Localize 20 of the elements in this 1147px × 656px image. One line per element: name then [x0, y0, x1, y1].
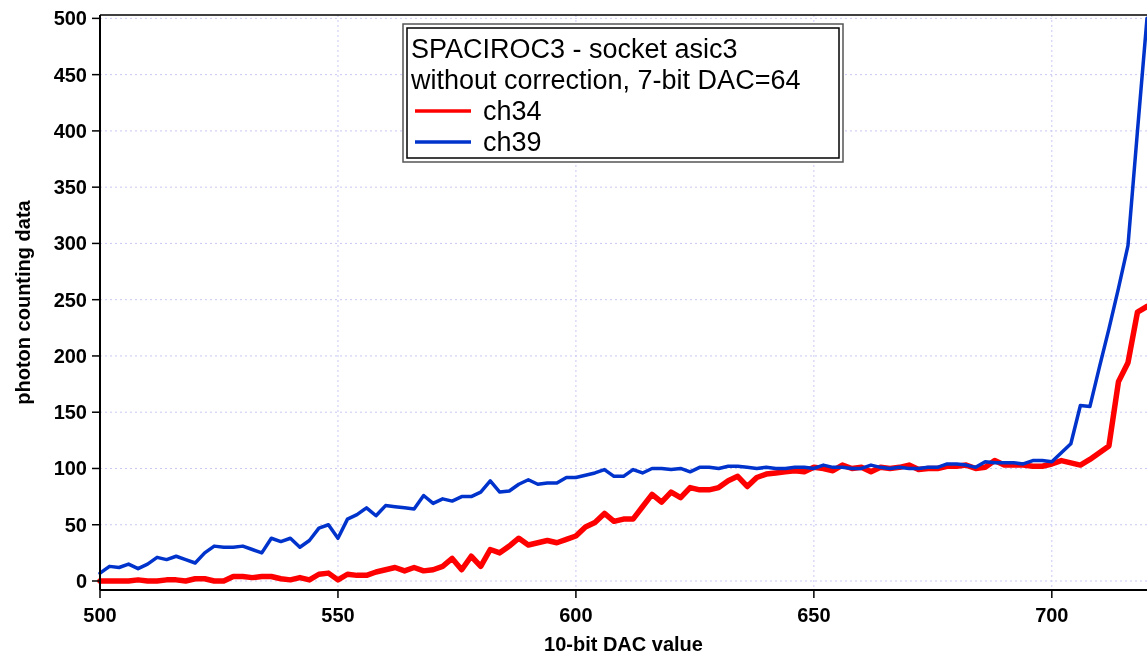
y-tick-label: 50 [64, 513, 87, 536]
y-tick-label: 450 [53, 63, 87, 86]
legend-label: ch39 [483, 127, 542, 157]
x-tick-label: 550 [321, 604, 355, 626]
y-tick-label: 150 [53, 401, 87, 424]
x-tick-label: 700 [1035, 604, 1069, 626]
y-tick-label: 500 [53, 7, 87, 30]
y-tick-label: 300 [53, 232, 87, 255]
y-tick-label: 350 [53, 176, 87, 199]
x-tick-label: 600 [559, 604, 593, 626]
y-tick-label: 100 [53, 457, 87, 480]
x-axis-title: 10-bit DAC value [544, 633, 703, 655]
x-tick-label: 500 [83, 604, 117, 626]
x-tick-label: 650 [797, 604, 831, 626]
legend-label: ch34 [483, 96, 542, 126]
y-tick-label: 200 [53, 344, 87, 367]
y-axis-title: photon counting data [12, 199, 34, 405]
y-tick-label: 0 [75, 570, 87, 592]
y-tick-label: 250 [53, 288, 87, 311]
y-tick-label: 400 [53, 119, 87, 142]
